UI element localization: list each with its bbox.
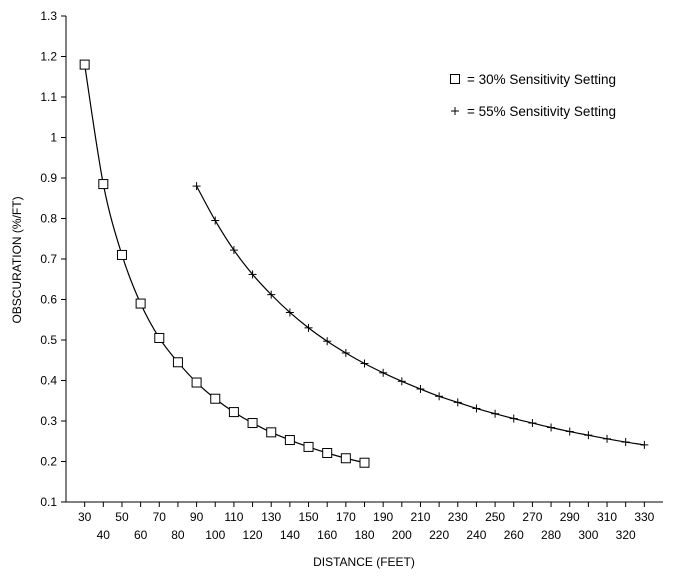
- x-axis-label: DISTANCE (FEET): [313, 555, 415, 569]
- data-point-plus: [640, 440, 649, 449]
- x-tick-label: 320: [616, 528, 636, 542]
- data-point-plus: [416, 385, 425, 394]
- y-tick-label: 1.2: [40, 50, 57, 64]
- data-point-square: [303, 441, 314, 452]
- data-point-plus: [267, 290, 276, 299]
- x-tick-label: 200: [392, 528, 412, 542]
- data-point-plus: [229, 246, 238, 255]
- x-tick-label: 190: [373, 510, 393, 524]
- x-tick-label: 90: [190, 510, 204, 524]
- data-point-square: [322, 447, 333, 458]
- y-tick-label: 1.1: [40, 90, 57, 104]
- y-axis-label: OBSCURATION (%/FT): [10, 196, 24, 323]
- data-point-square: [116, 249, 127, 260]
- x-tick-label: 60: [134, 528, 148, 542]
- y-tick-label: 0.4: [40, 374, 57, 388]
- data-point-plus: [491, 409, 500, 418]
- x-tick-label: 150: [299, 510, 319, 524]
- x-tick-label: 170: [336, 510, 356, 524]
- data-point-square: [210, 393, 221, 404]
- x-tick-label: 230: [448, 510, 468, 524]
- data-point-plus: [360, 359, 369, 368]
- y-tick-label: 0.6: [40, 293, 57, 307]
- data-point-square: [154, 332, 165, 343]
- x-tick-label: 110: [224, 510, 243, 524]
- data-point-plus: [323, 337, 332, 346]
- data-point-square: [450, 74, 460, 84]
- data-point-plus: [248, 270, 257, 279]
- data-point-square: [98, 179, 109, 190]
- x-tick-label: 50: [115, 510, 129, 524]
- x-tick-label: 40: [97, 528, 111, 542]
- x-tick-label: 260: [504, 528, 524, 542]
- x-tick-label: 250: [485, 510, 505, 524]
- data-point-plus: [565, 427, 574, 436]
- x-tick-label: 130: [261, 510, 281, 524]
- x-tick-label: 210: [410, 510, 430, 524]
- data-point-square: [266, 427, 277, 438]
- legend-label-1: = 30% Sensitivity Setting: [467, 72, 616, 87]
- x-tick-label: 80: [171, 528, 185, 542]
- data-point-square: [135, 298, 146, 309]
- x-tick-label: 180: [354, 528, 374, 542]
- x-tick-label: 330: [634, 510, 654, 524]
- x-tick-label: 100: [205, 528, 225, 542]
- data-point-plus: [453, 398, 462, 407]
- x-tick-label: 240: [466, 528, 486, 542]
- data-point-plus: [528, 419, 537, 428]
- series-line-1: [84, 64, 365, 464]
- data-point-plus: [584, 431, 593, 440]
- x-tick-label: 310: [597, 510, 617, 524]
- legend-label-2: = 55% Sensitivity Setting: [467, 104, 616, 119]
- y-tick-label: 0.1: [40, 495, 57, 509]
- x-tick-label: 220: [429, 528, 449, 542]
- data-point-plus: [547, 423, 556, 432]
- x-tick-label: 160: [317, 528, 337, 542]
- data-point-plus: [509, 414, 518, 423]
- data-point-plus: [621, 438, 630, 447]
- data-point-plus: [285, 308, 294, 317]
- y-tick-label: 0.9: [40, 171, 57, 185]
- y-tick-label: 1.3: [40, 9, 57, 23]
- data-point-square: [79, 59, 90, 70]
- data-point-plus: [341, 348, 350, 357]
- data-point-square: [228, 407, 239, 418]
- y-tick-label: 0.8: [40, 212, 57, 226]
- x-tick-label: 280: [541, 528, 561, 542]
- y-tick-label: 1: [50, 131, 57, 145]
- data-point-plus: [192, 182, 201, 191]
- data-point-square: [172, 357, 183, 368]
- legend-marker-1: [450, 74, 460, 84]
- legend-marker-2: [451, 107, 459, 115]
- y-tick-label: 0.5: [40, 333, 57, 347]
- data-point-square: [340, 453, 351, 464]
- x-tick-label: 120: [243, 528, 263, 542]
- y-tick-label: 0.2: [40, 455, 57, 469]
- data-point-plus: [451, 107, 459, 115]
- data-point-plus: [472, 404, 481, 413]
- x-tick-label: 270: [522, 510, 542, 524]
- data-point-plus: [304, 323, 313, 332]
- data-point-plus: [397, 377, 406, 386]
- x-tick-label: 70: [153, 510, 167, 524]
- y-tick-label: 0.3: [40, 414, 57, 428]
- data-point-square: [359, 457, 370, 468]
- data-point-plus: [435, 392, 444, 401]
- y-tick-label: 0.7: [40, 252, 57, 266]
- data-point-square: [284, 435, 295, 446]
- x-tick-label: 300: [578, 528, 598, 542]
- x-tick-label: 140: [280, 528, 300, 542]
- data-point-plus: [379, 368, 388, 377]
- data-point-plus: [211, 216, 220, 225]
- x-tick-label: 30: [78, 510, 92, 524]
- data-point-plus: [603, 434, 612, 443]
- data-point-square: [191, 377, 202, 388]
- x-tick-label: 290: [560, 510, 580, 524]
- data-point-square: [247, 418, 258, 429]
- series-line-2: [196, 185, 645, 446]
